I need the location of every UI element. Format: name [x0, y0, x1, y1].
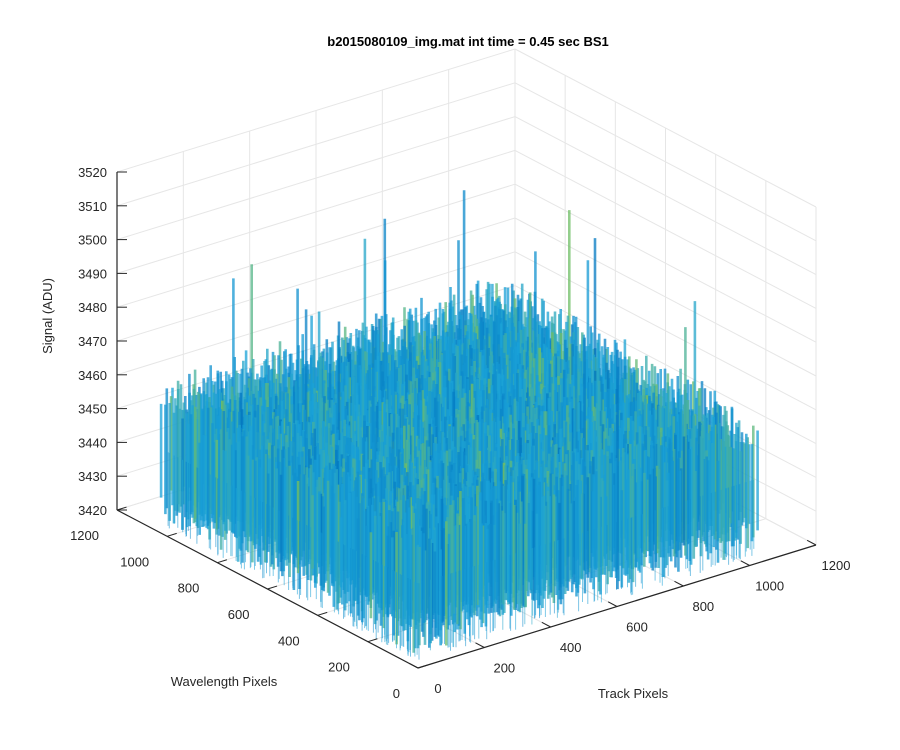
y-tick-label: 200 [328, 660, 350, 675]
x-tick-label: 200 [493, 661, 515, 676]
back-wall-grid-line [116, 183, 516, 308]
x-tick-label: 0 [434, 681, 441, 696]
y-tick-label: 1000 [120, 554, 149, 569]
y-tick-mark [267, 585, 278, 590]
z-tick-label: 3510 [78, 199, 107, 214]
z-tick-label: 3470 [78, 334, 107, 349]
y-tick-label: 600 [228, 607, 250, 622]
y-tick-mark [217, 559, 228, 564]
x-tick-mark [408, 662, 419, 669]
x-axis-label: Track Pixels [598, 686, 669, 701]
x-tick-label: 600 [626, 620, 648, 635]
z-tick-label: 3480 [78, 300, 107, 315]
side-wall-grid-line [514, 82, 817, 242]
y-tick-mark [417, 664, 428, 669]
y-tick-label: 0 [393, 686, 400, 701]
x-tick-mark [674, 580, 684, 587]
x-tick-mark [806, 539, 817, 546]
y-tick-label: 800 [178, 581, 200, 596]
x-tick-mark [740, 560, 750, 566]
side-wall-grid-line [514, 149, 817, 309]
z-tick-label: 3420 [78, 503, 107, 518]
z-tick-label: 3430 [78, 469, 107, 484]
side-wall-grid-line [514, 48, 817, 208]
z-tick-label: 3490 [78, 266, 107, 281]
side-wall-grid-line [514, 183, 817, 343]
side-wall-grid-line [514, 116, 817, 276]
x-tick-label: 800 [692, 599, 714, 614]
x-tick-label: 1200 [822, 558, 851, 573]
y-tick-label: 400 [278, 633, 300, 648]
x-tick-mark [475, 642, 485, 648]
y-axis-label: Wavelength Pixels [171, 674, 278, 689]
z-tick-label: 3500 [78, 233, 107, 248]
y-tick-mark [167, 532, 177, 537]
z-tick-label: 3520 [78, 165, 107, 180]
label-layer: b2015080109_img.mat int time = 0.45 sec … [40, 34, 669, 701]
x-tick-mark [607, 601, 618, 607]
back-wall-grid-line [116, 149, 516, 274]
x-tick-mark [541, 621, 551, 628]
x-tick-label: 400 [560, 640, 582, 655]
y-tick-mark [367, 638, 378, 643]
side-wall-grid-line [514, 251, 817, 411]
back-wall-grid-line [116, 48, 516, 173]
back-wall-grid-line [116, 251, 516, 376]
back-wall-grid-line [116, 116, 516, 241]
y-tick-mark [317, 611, 328, 616]
x-tick-label: 1000 [755, 579, 784, 594]
z-tick-label: 3460 [78, 368, 107, 383]
surface-layer [159, 190, 759, 660]
chart-title: b2015080109_img.mat int time = 0.45 sec … [327, 34, 608, 49]
side-wall-grid-line [514, 285, 817, 445]
y-tick-label: 1200 [70, 528, 99, 543]
back-wall-grid-line [116, 82, 516, 207]
axis-layer: 0 200 400 600 800 1000 1200 0 200 400 600 800 1000 12… [70, 165, 850, 701]
side-wall-grid-line [514, 217, 817, 377]
back-wall-grid-line [116, 217, 516, 342]
z-tick-label: 3440 [78, 435, 107, 450]
z-tick-label: 3450 [78, 402, 107, 417]
z-axis-label: Signal (ADU) [40, 278, 55, 354]
